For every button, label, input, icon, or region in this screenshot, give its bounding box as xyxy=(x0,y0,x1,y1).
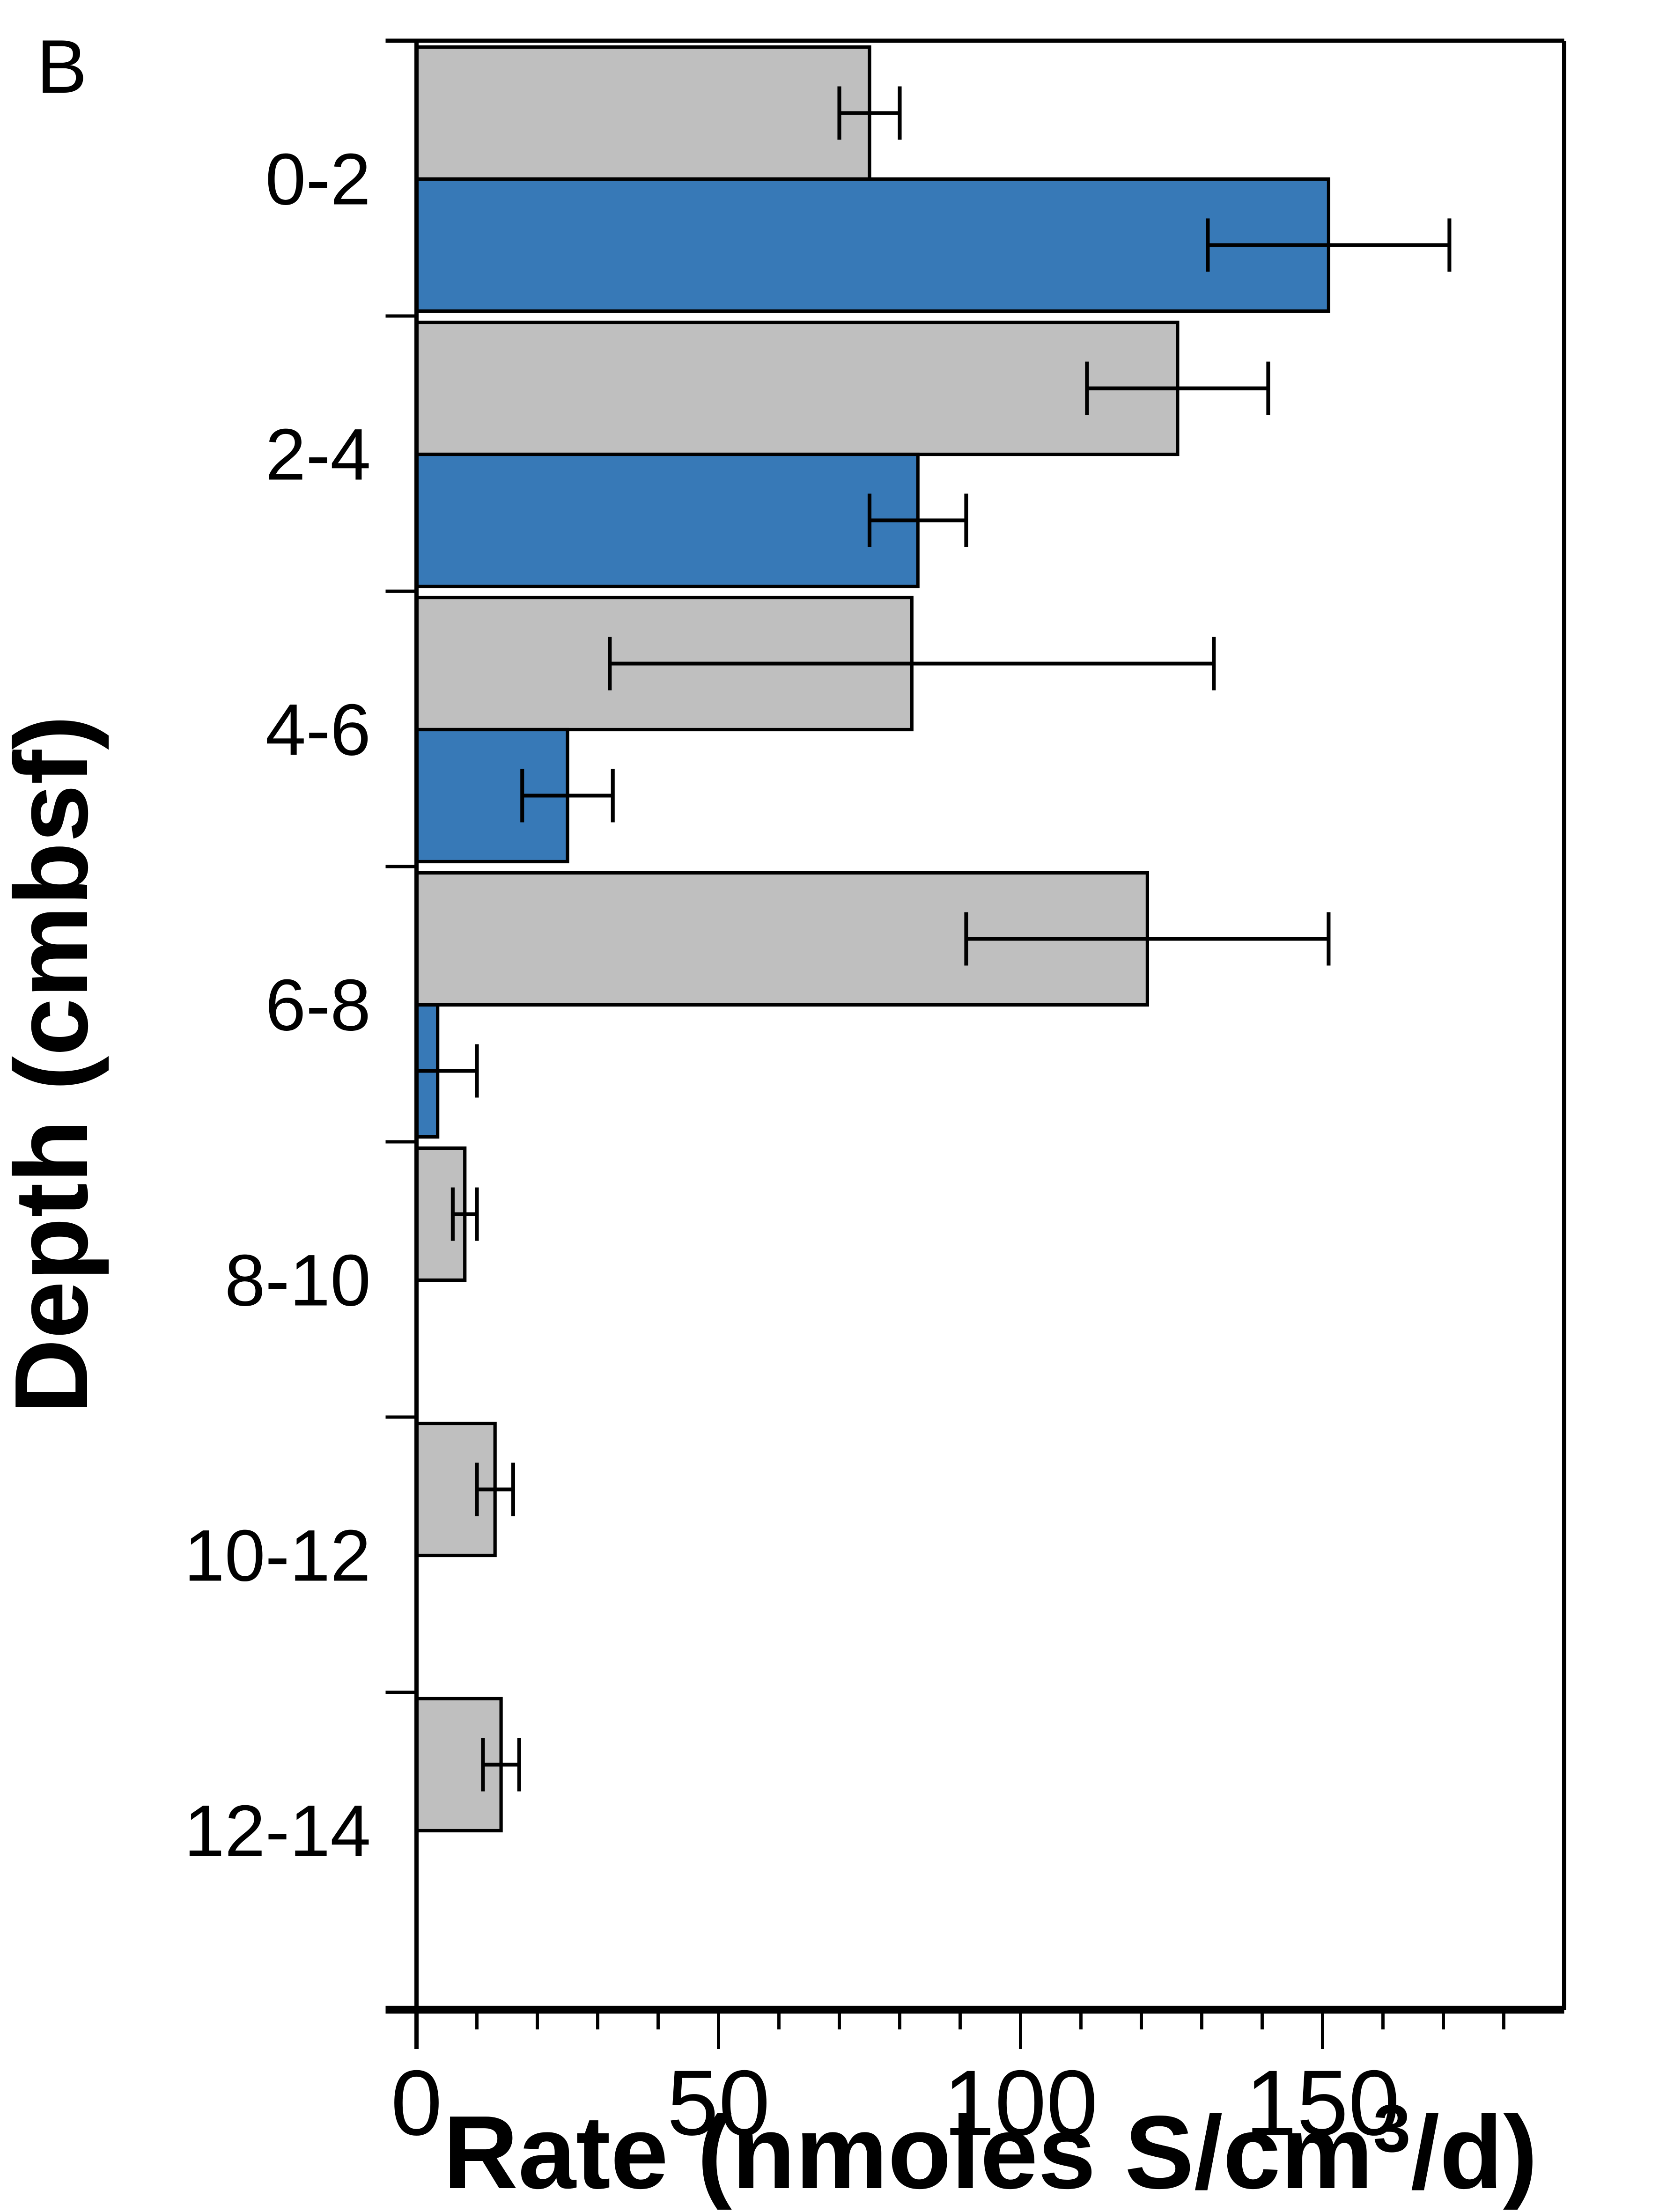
x-axis-title-superscript: 3 xyxy=(1373,2091,1410,2166)
y-tick-label-10-12: 10-12 xyxy=(184,1515,371,1597)
bar-gray-bars-0-2 xyxy=(414,45,871,181)
y-tick-label-2-4: 2-4 xyxy=(265,414,371,496)
y-tick-label-0-2: 0-2 xyxy=(265,139,371,220)
x-tick-label-150: 150 xyxy=(1245,2051,1400,2154)
x-axis-title-suffix: /d) xyxy=(1411,2094,1538,2211)
bar-blue-bars-0-2 xyxy=(414,177,1330,313)
y-tick-label-6-8: 6-8 xyxy=(265,965,371,1046)
y-axis-title: Depth (cmbsf) xyxy=(0,715,110,1414)
panel-label: B xyxy=(37,24,87,109)
y-tick-label-4-6: 4-6 xyxy=(265,690,371,771)
x-axis-title: Rate (nmoles S/cm3/d) xyxy=(443,2091,1538,2211)
x-tick-label-50: 50 xyxy=(667,2051,770,2154)
x-tick-label-0: 0 xyxy=(391,2051,442,2154)
y-tick-label-12-14: 12-14 xyxy=(184,1791,371,1872)
x-tick-label-100: 100 xyxy=(943,2051,1098,2154)
y-tick-label-8-10: 8-10 xyxy=(225,1240,371,1322)
bar-gray-bars-2-4 xyxy=(414,320,1180,456)
bar-blue-bars-2-4 xyxy=(414,452,920,588)
x-axis-title-prefix: Rate (nmoles S/cm xyxy=(443,2094,1373,2211)
